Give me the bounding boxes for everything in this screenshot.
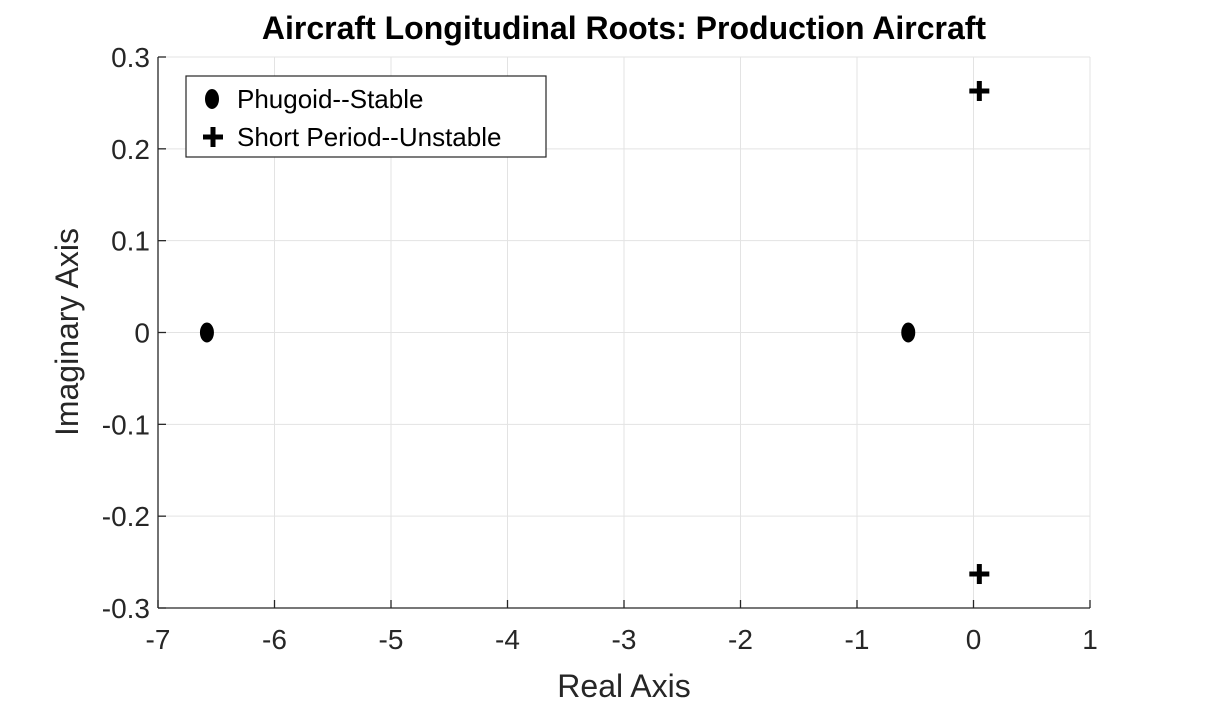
legend-marker-short-period bbox=[203, 127, 223, 147]
x-tick-label: 1 bbox=[1082, 624, 1098, 655]
legend-label-short-period: Short Period--Unstable bbox=[237, 122, 501, 152]
y-tick-label: -0.3 bbox=[102, 593, 150, 624]
x-tick-label: 0 bbox=[966, 624, 982, 655]
legend-marker-phugoid bbox=[205, 89, 219, 109]
phugoid-root-point bbox=[901, 322, 916, 343]
y-tick-label: -0.1 bbox=[102, 409, 150, 440]
short-period-root-point bbox=[969, 80, 990, 101]
legend-phugoid-symbol bbox=[205, 89, 219, 109]
x-tick-label: -6 bbox=[262, 624, 287, 655]
x-tick-label: -4 bbox=[495, 624, 520, 655]
data-points bbox=[199, 80, 990, 585]
tick-labels: -7 -6 -5 -4 -3 -2 -1 0 1 -0.3 -0.2 -0.1 0 0.1 0.2 0.3 bbox=[102, 42, 1098, 655]
legend: Phugoid--Stable Short Period--Unstable bbox=[185, 75, 547, 158]
y-axis-label: Imaginary Axis bbox=[49, 228, 85, 436]
x-tick-label: -5 bbox=[379, 624, 404, 655]
short-period-root-point bbox=[969, 564, 990, 585]
chart-title: Aircraft Longitudinal Roots: Production … bbox=[262, 10, 986, 46]
legend-label-phugoid: Phugoid--Stable bbox=[237, 84, 423, 114]
y-tick-label: 0 bbox=[134, 318, 150, 349]
axes bbox=[157, 56, 1091, 609]
x-tick-label: -7 bbox=[146, 624, 171, 655]
y-tick-label: 0.2 bbox=[111, 134, 150, 165]
x-axis-label: Real Axis bbox=[557, 668, 690, 704]
x-tick-label: -1 bbox=[845, 624, 870, 655]
x-tick-label: -3 bbox=[612, 624, 637, 655]
y-tick-label: 0.1 bbox=[111, 226, 150, 257]
y-tick-label: -0.2 bbox=[102, 501, 150, 532]
legend-short-period-symbol bbox=[203, 127, 223, 147]
x-tick-label: -2 bbox=[728, 624, 753, 655]
phugoid-root-point bbox=[199, 322, 214, 343]
y-tick-label: 0.3 bbox=[111, 42, 150, 73]
legend-box bbox=[185, 75, 547, 158]
